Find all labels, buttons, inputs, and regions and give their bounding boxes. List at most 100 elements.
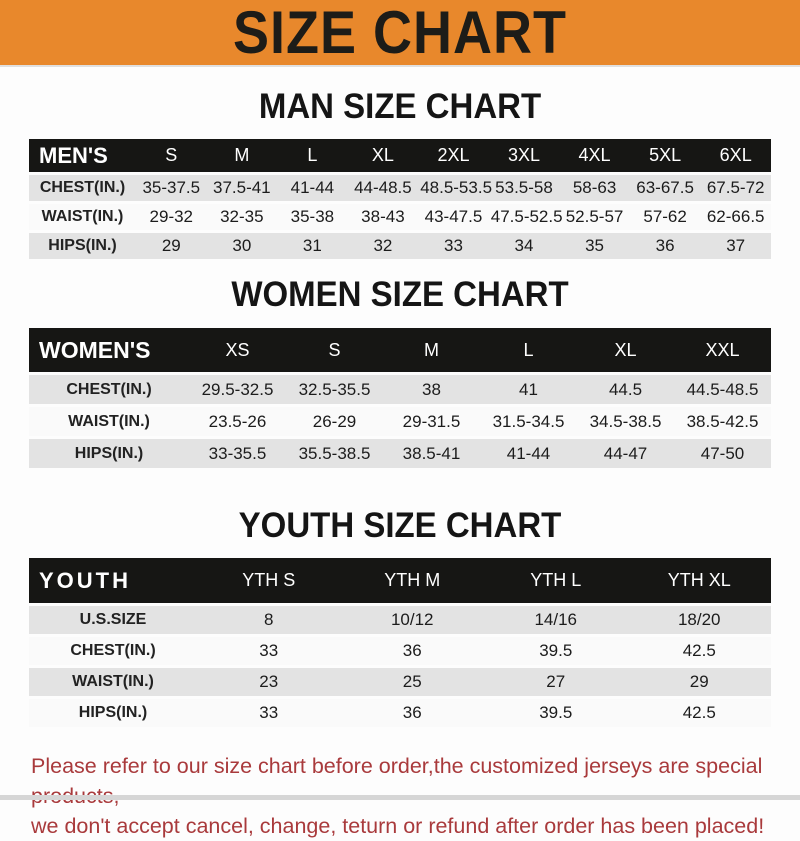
row-label: CHEST(IN.) xyxy=(29,175,136,201)
table-header-label: YOUTH xyxy=(29,558,197,603)
size-cell: 58-63 xyxy=(559,175,630,201)
size-cell: 18/20 xyxy=(627,606,771,634)
table-row: HIPS(IN.) 29 30 31 32 33 34 35 36 37 xyxy=(29,233,771,259)
size-cell: 32-35 xyxy=(206,204,278,230)
size-cell: 47.5-52.5 xyxy=(488,204,563,230)
size-cell: 27 xyxy=(484,668,628,696)
table-header-label: WOMEN'S xyxy=(29,328,189,372)
row-label: WAIST(IN.) xyxy=(29,204,136,230)
size-cell: 10/12 xyxy=(340,606,484,634)
table-header-row: WOMEN'S XS S M L XL XXL xyxy=(29,328,771,372)
size-cell: 14/16 xyxy=(484,606,628,634)
size-table-youth: YOUTH YTH S YTH M YTH L YTH XL U.S.SIZE 8 10/12… xyxy=(29,555,771,730)
size-cell: 37.5-41 xyxy=(206,175,278,201)
column-header: L xyxy=(277,139,348,172)
banner-title: SIZE CHART xyxy=(233,0,567,67)
column-header: XL xyxy=(577,328,674,372)
table-header-row: YOUTH YTH S YTH M YTH L YTH XL xyxy=(29,558,771,603)
row-label: HIPS(IN.) xyxy=(29,699,197,727)
size-cell: 41 xyxy=(480,375,577,404)
size-cell: 38.5-42.5 xyxy=(674,407,771,436)
size-cell: 36 xyxy=(629,233,701,259)
row-label: WAIST(IN.) xyxy=(29,668,197,696)
size-cell: 44-47 xyxy=(577,439,674,468)
row-label: HIPS(IN.) xyxy=(29,439,189,468)
size-cell: 67.5-72 xyxy=(700,175,771,201)
size-cell: 35-37.5 xyxy=(136,175,207,201)
row-label: WAIST(IN.) xyxy=(29,407,189,436)
size-table-womens: WOMEN'S XS S M L XL XXL CHEST(IN.) 29.5-32.5 32.5… xyxy=(29,325,771,471)
column-header: 2XL xyxy=(418,139,489,172)
size-cell: 33 xyxy=(418,233,489,259)
table-row: HIPS(IN.) 33 36 39.5 42.5 xyxy=(29,699,771,727)
section-heading-youth: YOUTH SIZE CHART xyxy=(238,504,562,545)
row-label: HIPS(IN.) xyxy=(29,233,136,259)
size-cell: 38 xyxy=(383,375,480,404)
size-cell: 29-31.5 xyxy=(383,407,480,436)
size-cell: 37 xyxy=(700,233,771,259)
column-header: S xyxy=(136,139,207,172)
size-cell: 32 xyxy=(347,233,419,259)
size-cell: 62-66.5 xyxy=(700,204,771,230)
column-header: XS xyxy=(189,328,286,372)
column-header: S xyxy=(286,328,383,372)
size-cell: 44.5 xyxy=(577,375,674,404)
column-header: 4XL xyxy=(559,139,630,172)
size-cell: 48.5-53.5 xyxy=(418,175,492,201)
size-cell: 26-29 xyxy=(286,407,383,436)
table-row: CHEST(IN.) 35-37.5 37.5-41 41-44 44-48.5 48.5… xyxy=(29,175,771,201)
size-cell: 29 xyxy=(627,668,771,696)
size-cell: 38.5-41 xyxy=(383,439,480,468)
size-cell: 53.5-58 xyxy=(488,175,560,201)
footer-disclaimer-line1: Please refer to our size chart before or… xyxy=(31,754,763,808)
size-cell: 44.5-48.5 xyxy=(674,375,771,404)
column-header: YTH XL xyxy=(627,558,771,603)
column-header: YTH S xyxy=(197,558,341,603)
table-row: HIPS(IN.) 33-35.5 35.5-38.5 38.5-41 41-44 44-… xyxy=(29,439,771,468)
size-cell: 32.5-35.5 xyxy=(286,375,383,404)
size-cell: 47-50 xyxy=(674,439,771,468)
column-header: YTH M xyxy=(340,558,484,603)
column-header: M xyxy=(206,139,278,172)
row-label: CHEST(IN.) xyxy=(29,375,189,404)
size-cell: 34.5-38.5 xyxy=(577,407,674,436)
table-header-label: MEN'S xyxy=(29,139,136,172)
size-cell: 30 xyxy=(206,233,278,259)
size-cell: 42.5 xyxy=(627,637,771,665)
size-cell: 23.5-26 xyxy=(189,407,286,436)
table-row: WAIST(IN.) 23 25 27 29 xyxy=(29,668,771,696)
section-mens: MAN SIZE CHART MEN'S S M L XL 2XL 3XL 4XL 5XL 6XL C… xyxy=(0,88,800,262)
bottom-edge-strip xyxy=(0,795,800,800)
size-cell: 33-35.5 xyxy=(189,439,286,468)
size-cell: 41-44 xyxy=(480,439,577,468)
size-cell: 35.5-38.5 xyxy=(286,439,383,468)
column-header: XL xyxy=(347,139,419,172)
table-row: CHEST(IN.) 29.5-32.5 32.5-35.5 38 41 44.5 44.5… xyxy=(29,375,771,404)
section-heading-womens: WOMEN SIZE CHART xyxy=(231,273,569,314)
table-header-row: MEN'S S M L XL 2XL 3XL 4XL 5XL 6XL xyxy=(29,139,771,172)
size-cell: 42.5 xyxy=(627,699,771,727)
size-cell: 29.5-32.5 xyxy=(189,375,286,404)
table-row: WAIST(IN.) 23.5-26 26-29 29-31.5 31.5-34.5 34… xyxy=(29,407,771,436)
column-header: M xyxy=(383,328,480,372)
size-cell: 52.5-57 xyxy=(559,204,630,230)
size-cell: 39.5 xyxy=(484,699,628,727)
size-cell: 43-47.5 xyxy=(418,204,489,230)
size-cell: 39.5 xyxy=(484,637,628,665)
size-cell: 33 xyxy=(197,637,341,665)
column-header: L xyxy=(480,328,577,372)
size-cell: 36 xyxy=(340,637,484,665)
table-row: U.S.SIZE 8 10/12 14/16 18/20 xyxy=(29,606,771,634)
size-cell: 34 xyxy=(488,233,560,259)
size-cell: 31 xyxy=(277,233,348,259)
size-cell: 23 xyxy=(197,668,341,696)
size-cell: 57-62 xyxy=(629,204,701,230)
row-label: U.S.SIZE xyxy=(29,606,197,634)
size-cell: 8 xyxy=(197,606,341,634)
size-cell: 36 xyxy=(340,699,484,727)
size-cell: 29-32 xyxy=(136,204,207,230)
section-youth: YOUTH SIZE CHART YOUTH YTH S YTH M YTH L YTH … xyxy=(0,504,800,730)
column-header: YTH L xyxy=(484,558,628,603)
size-cell: 29 xyxy=(136,233,207,259)
column-header: XXL xyxy=(674,328,771,372)
